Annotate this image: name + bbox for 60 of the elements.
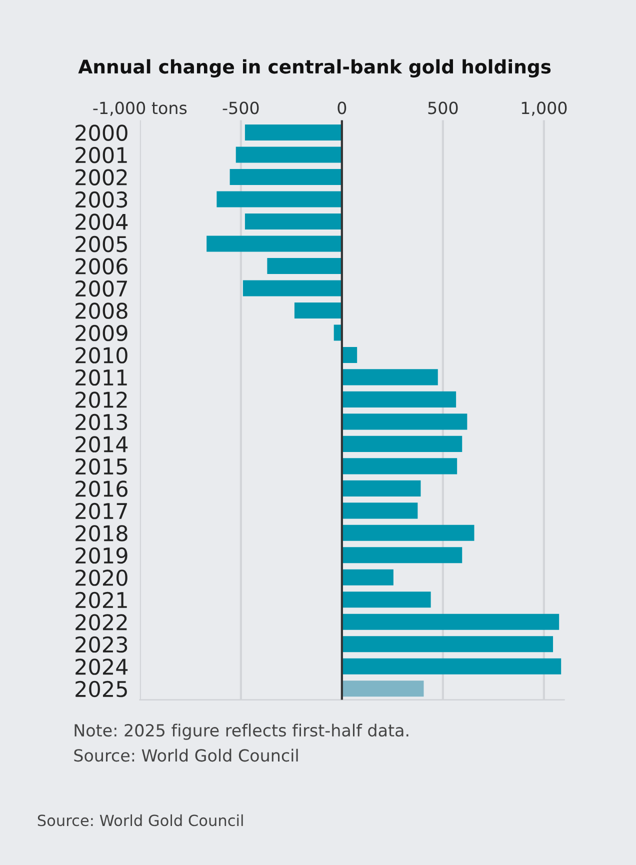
y-tick-label: 2016 <box>76 480 128 497</box>
text: Note: 2025 figure reflects first-half data. <box>74 724 408 740</box>
y-tick-label: 2013 <box>76 414 128 430</box>
bar <box>342 458 458 474</box>
y-tick-label: 2014 <box>76 436 128 452</box>
x-tick-label: -1,000 tons <box>93 102 187 116</box>
y-tick-label: 2020 <box>76 570 128 586</box>
x-tick-label: 500 <box>428 102 458 114</box>
bar <box>244 213 342 230</box>
y-tick-label: 2000 <box>76 124 128 141</box>
y-tick-label: 2025 <box>76 680 127 698</box>
y-tick-label: 2015 <box>76 458 127 475</box>
y-tick-label: 2019 <box>76 547 128 564</box>
y-tick-label: 2009 <box>76 324 128 342</box>
bar <box>342 502 418 519</box>
y-tick-label: 2012 <box>76 392 127 408</box>
source-note: Source: World Gold Council <box>38 814 243 826</box>
y-tick-label: 2022 <box>76 614 127 630</box>
bar <box>342 391 456 408</box>
bar <box>342 614 560 630</box>
bar <box>216 191 342 208</box>
x-tick-label: -500 <box>222 102 259 114</box>
y-tick-label: 2004 <box>76 214 128 230</box>
bar <box>342 414 468 430</box>
source-note: Source: World Gold Council <box>74 748 298 762</box>
bar <box>236 146 342 163</box>
chart-title: Annual change in central-bank gold holdings <box>78 59 551 78</box>
bar <box>342 480 421 496</box>
y-tick-label: 2001 <box>76 146 127 164</box>
bar <box>267 258 342 274</box>
y-tick-label: 2003 <box>76 191 128 208</box>
bar <box>294 302 342 318</box>
y-tick-label: 2023 <box>76 636 128 653</box>
bar <box>342 592 431 608</box>
y-tick-label: 2011 <box>76 369 127 386</box>
x-tick-label: 0 <box>338 102 346 114</box>
bar <box>342 436 462 452</box>
y-tick-label: 2018 <box>76 525 128 542</box>
bar <box>342 547 462 564</box>
y-tick-label: 2002 <box>76 169 127 186</box>
bar <box>342 680 424 697</box>
bar <box>342 658 562 674</box>
bar <box>342 346 358 363</box>
y-tick-label: 2017 <box>76 502 127 520</box>
bar <box>342 569 394 586</box>
bar <box>242 280 342 296</box>
y-tick-label: 2006 <box>76 258 128 274</box>
y-tick-label: 2005 <box>76 236 127 252</box>
y-tick-label: 2008 <box>76 302 128 319</box>
x-tick-label: 1,000 <box>522 102 567 116</box>
bar <box>230 168 342 185</box>
bar <box>342 369 438 386</box>
bar <box>342 524 474 541</box>
y-tick-label: 2007 <box>76 280 127 297</box>
y-tick-label: 2010 <box>76 347 128 364</box>
y-tick-label: 2021 <box>76 592 127 608</box>
bar <box>244 124 342 140</box>
y-tick-label: 2024 <box>76 658 128 675</box>
bar <box>206 236 342 252</box>
bar <box>342 636 554 652</box>
